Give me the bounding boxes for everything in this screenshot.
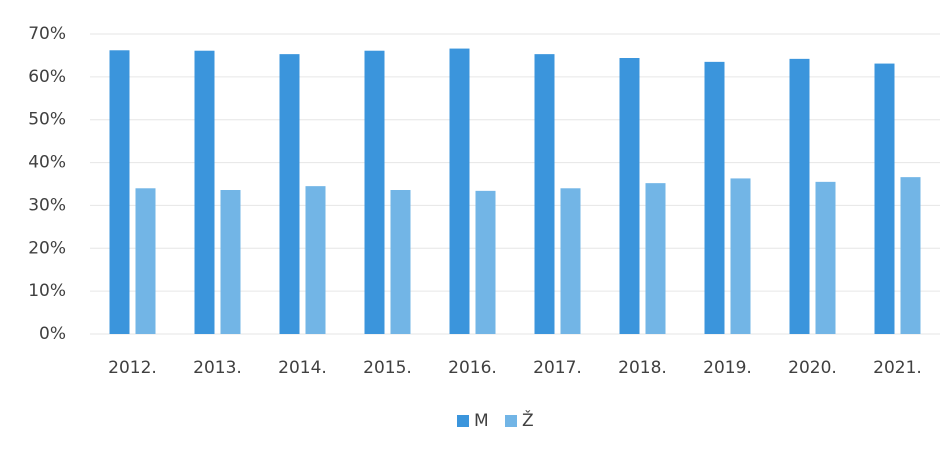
y-tick-label: 10% [28, 281, 66, 301]
y-tick-label: 50% [28, 110, 66, 130]
bar [109, 50, 130, 335]
bar [135, 188, 156, 334]
legend-swatch [505, 415, 517, 427]
x-tick-label: 2021. [873, 358, 922, 378]
bar [874, 63, 895, 334]
bar [704, 61, 725, 334]
bar [619, 58, 640, 334]
bar [900, 177, 921, 334]
y-tick-label: 40% [28, 153, 66, 173]
legend-label: M [474, 411, 489, 431]
bar [560, 188, 581, 334]
x-tick-label: 2020. [788, 358, 837, 378]
y-tick-label: 0% [39, 324, 66, 344]
legend-label: Ž [522, 409, 534, 431]
bar [815, 181, 836, 334]
y-tick-label: 70% [28, 24, 66, 44]
y-tick-label: 30% [28, 195, 66, 215]
bar [305, 186, 326, 334]
bar [475, 190, 496, 334]
x-tick-label: 2019. [703, 358, 752, 378]
y-tick-label: 20% [28, 238, 66, 258]
bar [645, 183, 666, 334]
x-tick-label: 2018. [618, 358, 667, 378]
bar [449, 48, 470, 334]
bar [534, 54, 555, 335]
x-tick-label: 2012. [108, 358, 157, 378]
bar [730, 178, 751, 334]
x-tick-label: 2015. [363, 358, 412, 378]
bar [364, 50, 385, 334]
bar [194, 50, 215, 334]
legend-swatch [457, 415, 469, 427]
x-tick-label: 2013. [193, 358, 242, 378]
y-tick-label: 60% [28, 67, 66, 87]
bar [390, 190, 411, 334]
x-tick-label: 2017. [533, 358, 582, 378]
bar [279, 54, 300, 335]
bar [789, 58, 810, 334]
x-tick-label: 2014. [278, 358, 327, 378]
bar [220, 190, 241, 334]
x-tick-label: 2016. [448, 358, 497, 378]
